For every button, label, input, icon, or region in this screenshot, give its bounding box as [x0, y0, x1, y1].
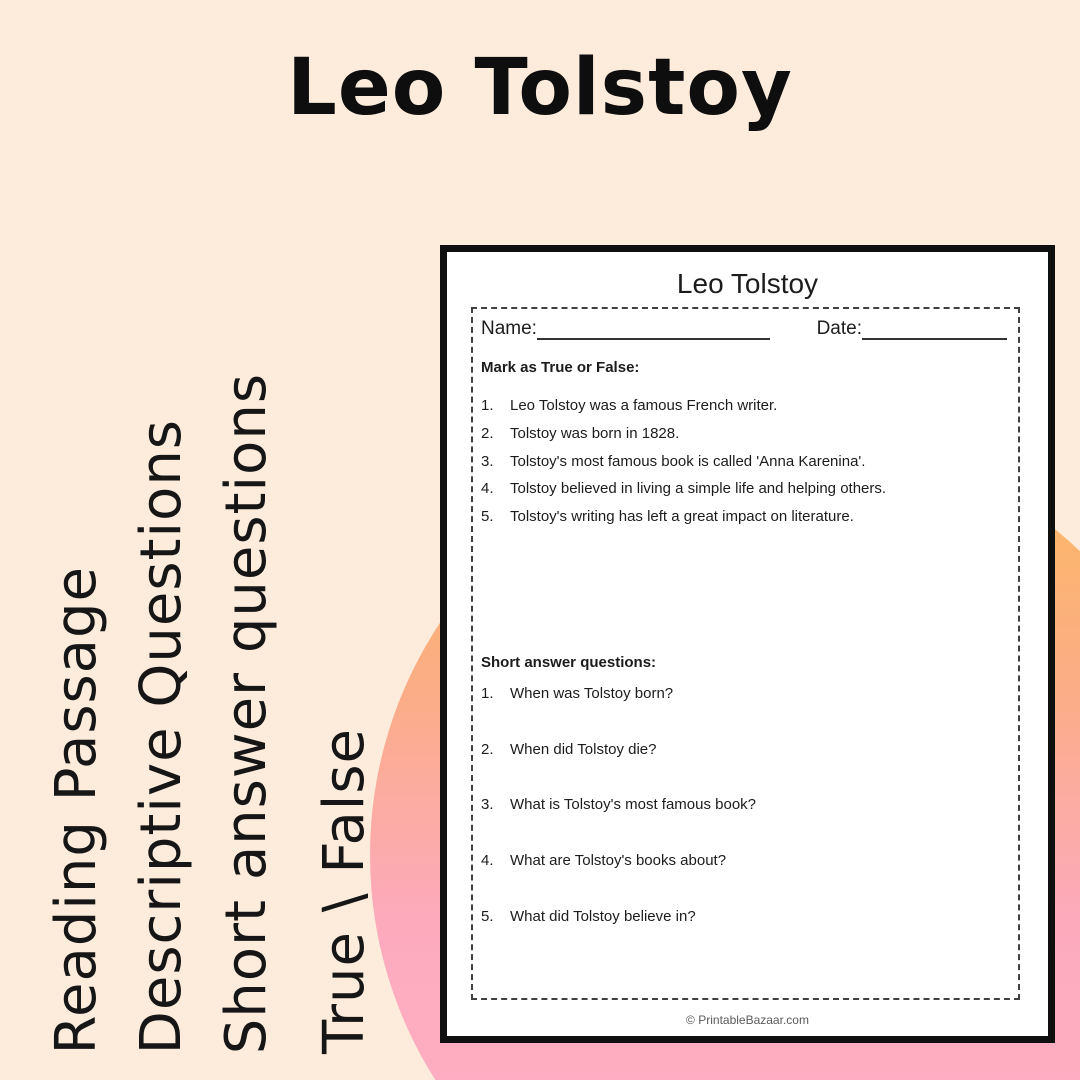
date-blank-line [862, 318, 1007, 340]
date-label: Date: [816, 318, 862, 339]
true-false-heading: Mark as True or False: [481, 359, 640, 376]
side-label-reading-passage: Reading Passage [44, 565, 109, 1054]
side-label-true-false: True \ False [312, 728, 377, 1054]
item-number: 1. [481, 685, 494, 703]
side-label-short-answer-questions: Short answer questions [214, 372, 279, 1054]
item-text: What did Tolstoy believe in? [510, 907, 696, 925]
worksheet-content-box: Name: Date: Mark as True or False: 1. Le… [471, 307, 1020, 1000]
item-number: 4. [481, 852, 494, 870]
short-answer-item: 3. What is Tolstoy's most famous book? [481, 777, 1012, 833]
side-label-descriptive-questions: Descriptive Questions [129, 418, 194, 1054]
item-number: 2. [481, 740, 494, 758]
item-text: Tolstoy was born in 1828. [510, 425, 680, 443]
item-text: Tolstoy's most famous book is called 'An… [510, 452, 866, 470]
copyright-footer: © PrintableBazaar.com [686, 1013, 809, 1027]
item-text: What is Tolstoy's most famous book? [510, 796, 757, 814]
name-field: Name: [481, 318, 770, 340]
item-text: Tolstoy believed in living a simple life… [510, 480, 887, 498]
item-number: 5. [481, 907, 494, 925]
true-false-item: 3. Tolstoy's most famous book is called … [481, 447, 1012, 475]
item-number: 1. [481, 397, 494, 415]
short-answer-item: 4. What are Tolstoy's books about? [481, 833, 1012, 889]
short-answer-item: 1. When was Tolstoy born? [481, 666, 1012, 722]
item-number: 3. [481, 796, 494, 814]
true-false-item: 5. Tolstoy's writing has left a great im… [481, 503, 1012, 531]
worksheet-sheet: Leo Tolstoy Name: Date: Mark as True or … [440, 245, 1055, 1043]
true-false-item: 4. Tolstoy believed in living a simple l… [481, 475, 1012, 503]
item-text: Leo Tolstoy was a famous French writer. [510, 397, 778, 415]
true-false-list: 1. Leo Tolstoy was a famous French write… [481, 392, 1012, 530]
date-field: Date: [817, 318, 1007, 340]
name-blank-line [536, 318, 770, 340]
item-text: When did Tolstoy die? [510, 740, 657, 758]
name-label: Name: [481, 318, 537, 339]
page-title: Leo Tolstoy [287, 43, 793, 133]
name-date-row: Name: Date: [481, 318, 1007, 340]
true-false-item: 1. Leo Tolstoy was a famous French write… [481, 392, 1012, 420]
item-number: 2. [481, 425, 494, 443]
worksheet-title: Leo Tolstoy [676, 268, 819, 299]
item-text: Tolstoy's writing has left a great impac… [510, 508, 854, 526]
item-text: What are Tolstoy's books about? [510, 852, 727, 870]
item-number: 5. [481, 508, 494, 526]
short-answer-item: 2. When did Tolstoy die? [481, 722, 1012, 778]
short-answer-list: 1. When was Tolstoy born? 2. When did To… [481, 666, 1012, 944]
true-false-item: 2. Tolstoy was born in 1828. [481, 420, 1012, 448]
item-number: 3. [481, 452, 494, 470]
item-number: 4. [481, 480, 494, 498]
short-answer-item: 5. What did Tolstoy believe in? [481, 888, 1012, 944]
short-answer-heading: Short answer questions: [481, 654, 657, 671]
item-text: When was Tolstoy born? [510, 685, 674, 703]
